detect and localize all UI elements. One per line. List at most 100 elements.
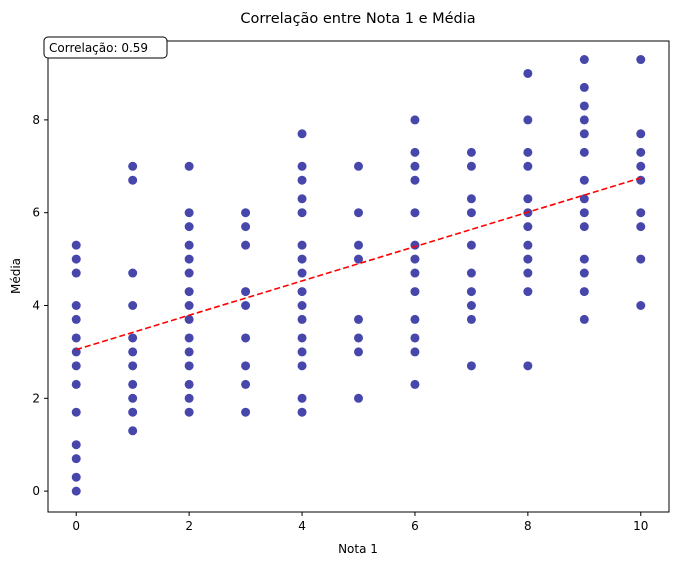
y-tick-label: 8 (32, 113, 40, 127)
scatter-point (241, 407, 251, 417)
scatter-point (636, 301, 646, 310)
scatter-point (184, 393, 194, 403)
scatter-point (523, 222, 533, 232)
scatter-point (184, 287, 194, 297)
scatter-point (523, 68, 533, 78)
scatter-point (128, 161, 138, 171)
scatter-point (636, 147, 646, 157)
scatter-point (241, 208, 251, 218)
scatter-point (636, 161, 646, 171)
scatter-point (579, 287, 589, 297)
scatter-point (71, 472, 81, 482)
scatter-point (579, 101, 589, 111)
scatter-point (297, 407, 307, 417)
scatter-point (184, 268, 194, 278)
scatter-point (128, 268, 138, 278)
scatter-point (241, 222, 251, 232)
scatter-point (241, 287, 251, 297)
scatter-point (71, 333, 81, 343)
scatter-point (297, 333, 307, 343)
scatter-point (128, 426, 138, 436)
scatter-point (466, 208, 476, 218)
scatter-point (410, 254, 420, 264)
scatter-point (184, 161, 194, 171)
scatter-point (71, 454, 81, 464)
scatter-point (523, 161, 533, 171)
scatter-points (71, 55, 646, 496)
scatter-point (410, 314, 420, 324)
scatter-point (579, 208, 589, 218)
scatter-point (128, 301, 138, 310)
scatter-point (466, 268, 476, 278)
correlation-label: Correlação: 0.59 (49, 41, 148, 55)
scatter-point (297, 161, 307, 171)
scatter-point (71, 240, 81, 250)
scatter-point (128, 333, 138, 343)
scatter-point (579, 82, 589, 92)
scatter-point (71, 440, 81, 450)
scatter-point (241, 361, 251, 371)
scatter-point (128, 407, 138, 417)
scatter-point (354, 161, 363, 171)
y-tick-label: 2 (32, 391, 40, 405)
scatter-point (410, 347, 420, 357)
scatter-point (579, 222, 589, 232)
scatter-point (297, 393, 307, 403)
scatter-point (128, 393, 138, 403)
scatter-point (297, 314, 307, 324)
scatter-point (466, 161, 476, 171)
correlation-annotation: Correlação: 0.59 (43, 36, 168, 59)
scatter-point (354, 314, 363, 324)
correlation-box (43, 36, 168, 59)
scatter-point (297, 287, 307, 297)
scatter-point (297, 301, 307, 310)
scatter-point (466, 361, 476, 371)
scatter-point (636, 222, 646, 232)
scatter-point (579, 194, 589, 204)
scatter-point (297, 240, 307, 250)
scatter-point (466, 194, 476, 204)
plot-frame (47, 40, 670, 513)
scatter-point (297, 194, 307, 204)
scatter-point (466, 240, 476, 250)
scatter-point (579, 55, 589, 65)
scatter-point (297, 175, 307, 185)
y-tick-label: 0 (32, 484, 40, 498)
scatter-point (128, 347, 138, 357)
y-tick-label: 6 (32, 206, 40, 220)
scatter-point (241, 379, 251, 389)
scatter-point (354, 333, 363, 343)
x-tick-label: 10 (633, 519, 648, 533)
scatter-point (354, 208, 363, 218)
scatter-point (184, 347, 194, 357)
scatter-point (523, 147, 533, 157)
scatter-point (297, 254, 307, 264)
scatter-point (71, 486, 81, 496)
scatter-point (241, 240, 251, 250)
scatter-point (410, 161, 420, 171)
x-tick-label: 4 (298, 519, 306, 533)
scatter-point (636, 175, 646, 185)
scatter-point (579, 129, 589, 139)
scatter-point (410, 208, 420, 218)
scatter-point (523, 287, 533, 297)
scatter-point (523, 254, 533, 264)
scatter-point (579, 115, 589, 125)
scatter-point (184, 379, 194, 389)
scatter-point (354, 254, 363, 264)
scatter-point (523, 240, 533, 250)
scatter-point (410, 268, 420, 278)
scatter-point (71, 379, 81, 389)
scatter-point (410, 115, 420, 125)
x-tick-label: 8 (524, 519, 532, 533)
scatter-point (466, 287, 476, 297)
scatter-point (71, 301, 81, 310)
y-axis-ticks: 0 2 4 6 8 (32, 113, 48, 498)
scatter-point (354, 347, 363, 357)
scatter-point (354, 240, 363, 250)
scatter-point (297, 361, 307, 371)
y-axis-label: Média (9, 258, 23, 294)
scatter-point (71, 361, 81, 371)
scatter-point (466, 147, 476, 157)
